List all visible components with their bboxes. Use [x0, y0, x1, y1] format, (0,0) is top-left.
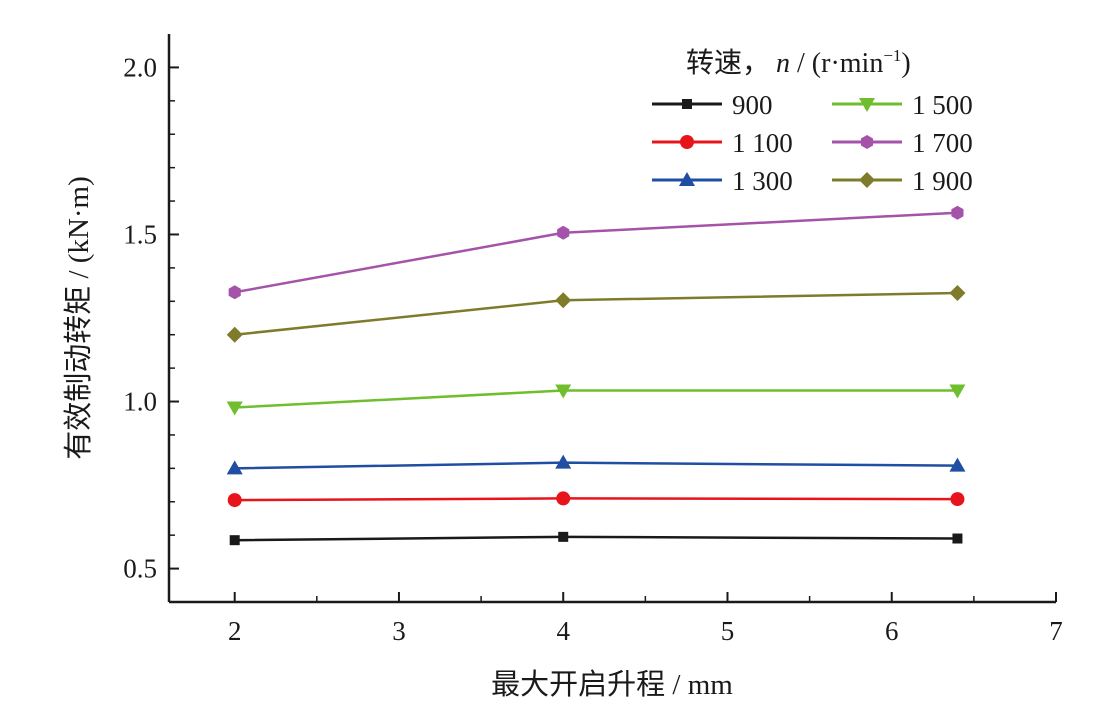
data-point [557, 225, 570, 240]
data-point [226, 326, 243, 343]
data-point [950, 492, 965, 507]
data-point [951, 205, 964, 220]
data-point [556, 491, 571, 506]
series-3 [226, 384, 966, 416]
series-0 [229, 531, 963, 546]
series-line [234, 291, 958, 336]
series-line [234, 535, 958, 542]
legend-label: 1 900 [912, 166, 973, 196]
y-axis-title: 有效制动转矩 / (kN·m) [62, 176, 95, 460]
y-tick-label: 1.5 [123, 219, 157, 249]
series-2 [226, 454, 966, 475]
data-point [555, 384, 572, 399]
legend-item: 900 [652, 90, 773, 120]
legend-item: 1 700 [832, 128, 973, 158]
legend-swatch-marker [860, 135, 874, 149]
plot-area [226, 205, 966, 546]
legend-item: 1 900 [832, 166, 973, 196]
series-4 [228, 205, 964, 300]
legend-item: 1 100 [652, 128, 793, 158]
series-line [234, 389, 958, 409]
data-point [227, 493, 242, 508]
x-tick-label: 2 [228, 616, 242, 646]
data-point [555, 454, 572, 469]
legend-swatch-marker [682, 99, 692, 109]
data-point [558, 531, 569, 542]
data-point [555, 292, 572, 309]
legend-label: 1 500 [912, 90, 973, 120]
legend-label: 900 [732, 90, 773, 120]
series-line [234, 211, 958, 294]
series-5 [226, 284, 966, 343]
legend-label: 1 300 [732, 166, 793, 196]
legend-title: 转速， n / (r·min−1) [686, 46, 911, 79]
data-point [226, 401, 243, 416]
legend-label: 1 100 [732, 128, 793, 158]
y-tick-label: 2.0 [123, 52, 157, 82]
y-tick-label: 1.0 [123, 387, 157, 417]
legend-item: 1 500 [832, 90, 973, 120]
data-point [228, 285, 241, 300]
x-tick-label: 4 [556, 616, 570, 646]
legend-swatch-marker [680, 135, 694, 149]
data-point [952, 533, 963, 544]
legend-label: 1 700 [912, 128, 973, 158]
data-point [949, 284, 966, 301]
data-point [229, 535, 240, 546]
x-axis-title: 最大开启升程 / mm [491, 668, 733, 701]
x-tick-label: 6 [885, 616, 899, 646]
series-1 [227, 491, 965, 508]
y-tick-label: 0.5 [123, 554, 157, 584]
x-tick-label: 3 [392, 616, 406, 646]
series-line [234, 497, 958, 502]
data-point [226, 460, 243, 475]
x-tick-label: 5 [721, 616, 735, 646]
legend-item: 1 300 [652, 166, 793, 196]
legend-swatch-marker [859, 172, 875, 188]
data-point [949, 457, 966, 472]
legend-swatch-marker [679, 172, 695, 186]
series-line [234, 461, 958, 470]
x-tick-label: 7 [1049, 616, 1063, 646]
legend: 转速， n / (r·min−1) 900 1 100 1 300 1 500 1 700… [652, 46, 973, 196]
axes: 2 3 4 5 6 7 0.5 1.0 1.5 2.0 [123, 34, 1063, 646]
data-point [949, 384, 966, 399]
legend-swatch-marker [859, 98, 875, 112]
